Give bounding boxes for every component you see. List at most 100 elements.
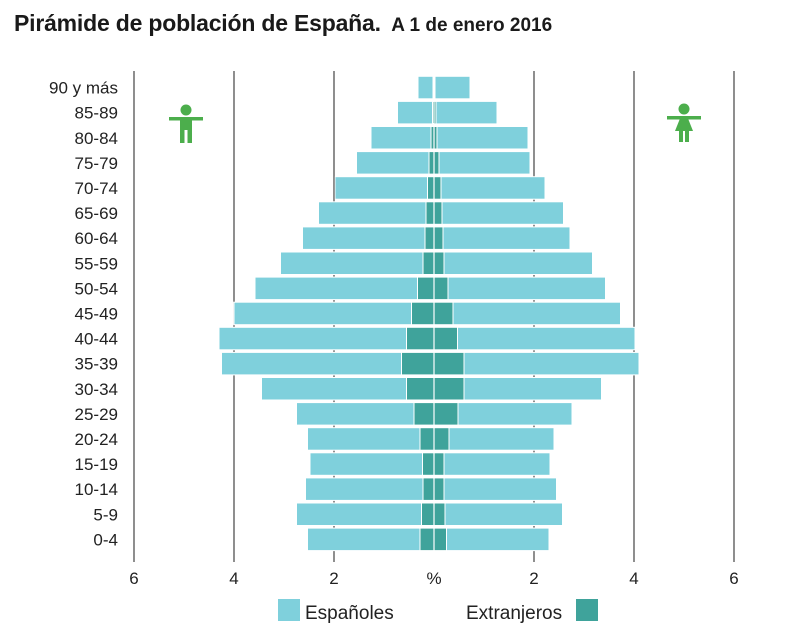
bar-mujeres-espanoles-5-9 xyxy=(444,502,563,526)
age-label: 60-64 xyxy=(75,229,118,248)
bar-mujeres-extranjeros-0-4 xyxy=(433,527,447,552)
bar-hombres-espanoles-70-74 xyxy=(334,176,428,200)
bar-hombres-extranjeros-35-39 xyxy=(401,351,435,376)
age-label: 25-29 xyxy=(75,405,118,424)
bar-mujeres-espanoles-90-y-más xyxy=(434,75,471,100)
bar-mujeres-espanoles-10-14 xyxy=(443,477,557,501)
age-label: 10-14 xyxy=(75,480,118,499)
bar-hombres-extranjeros-20-24 xyxy=(419,427,435,451)
bar-mujeres-espanoles-60-64 xyxy=(442,226,571,250)
x-tick-label: 4 xyxy=(629,569,638,588)
bar-hombres-extranjeros-40-44 xyxy=(406,326,435,351)
age-label: 20-24 xyxy=(75,430,118,449)
age-label: 65-69 xyxy=(75,204,118,223)
age-label: 45-49 xyxy=(75,304,118,323)
x-tick-label: 6 xyxy=(729,569,738,588)
bar-hombres-espanoles-45-49 xyxy=(233,301,412,326)
age-label: 35-39 xyxy=(75,355,118,374)
bar-hombres-extranjeros-55-59 xyxy=(422,251,435,275)
legend: Españoles Extranjeros xyxy=(278,599,598,624)
bar-mujeres-extranjeros-50-54 xyxy=(433,276,449,301)
bar-hombres-espanoles-0-4 xyxy=(307,527,421,552)
legend-swatch-extranjeros xyxy=(576,599,598,621)
bar-hombres-espanoles-80-84 xyxy=(370,126,432,150)
bar-mujeres-extranjeros-30-34 xyxy=(433,377,465,401)
bar-hombres-espanoles-35-39 xyxy=(221,351,402,376)
bar-hombres-extranjeros-65-69 xyxy=(425,201,435,225)
bar-mujeres-extranjeros-10-14 xyxy=(433,477,445,501)
age-label: 70-74 xyxy=(75,179,118,198)
bar-hombres-extranjeros-25-29 xyxy=(413,402,435,426)
bar-mujeres-extranjeros-25-29 xyxy=(433,402,459,426)
bars xyxy=(218,75,640,552)
age-label: 75-79 xyxy=(75,154,118,173)
bar-hombres-extranjeros-30-34 xyxy=(406,377,435,401)
bar-hombres-espanoles-10-14 xyxy=(305,477,424,501)
x-tick-label: 2 xyxy=(329,569,338,588)
chart-title: Pirámide de población de España. A 1 de … xyxy=(14,10,552,37)
legend-label-extranjeros: Extranjeros xyxy=(466,603,562,624)
bar-hombres-espanoles-20-24 xyxy=(307,427,421,451)
bar-mujeres-extranjeros-5-9 xyxy=(433,502,446,526)
bar-mujeres-espanoles-75-79 xyxy=(438,151,531,175)
bar-mujeres-extranjeros-55-59 xyxy=(433,251,445,275)
age-label: 40-44 xyxy=(75,330,118,349)
bar-hombres-espanoles-55-59 xyxy=(280,251,424,275)
bar-mujeres-extranjeros-15-19 xyxy=(433,452,445,476)
bar-hombres-extranjeros-75-79 xyxy=(428,151,435,175)
bar-mujeres-espanoles-35-39 xyxy=(463,351,640,376)
bar-hombres-espanoles-15-19 xyxy=(309,452,423,476)
legend-label-espanoles: Españoles xyxy=(305,603,394,624)
bar-hombres-extranjeros-0-4 xyxy=(419,527,435,552)
bar-mujeres-extranjeros-35-39 xyxy=(433,351,465,376)
bar-hombres-extranjeros-5-9 xyxy=(421,502,435,526)
bar-mujeres-espanoles-65-69 xyxy=(441,201,564,225)
age-label: 15-19 xyxy=(75,455,118,474)
male-icon xyxy=(169,104,203,143)
bar-mujeres-extranjeros-40-44 xyxy=(433,326,458,351)
age-labels: 90 y más 85-89 80-84 75-79 70-74 65-69 60-64 55… xyxy=(49,79,118,550)
age-label: 80-84 xyxy=(75,129,118,148)
female-icon xyxy=(667,103,701,142)
bar-hombres-extranjeros-45-49 xyxy=(411,301,435,326)
age-label: 50-54 xyxy=(75,279,118,298)
bar-mujeres-espanoles-20-24 xyxy=(448,427,555,451)
bar-mujeres-espanoles-80-84 xyxy=(436,126,529,150)
bar-mujeres-espanoles-0-4 xyxy=(446,527,550,552)
x-tick-label: 4 xyxy=(229,569,238,588)
age-label: 55-59 xyxy=(75,254,118,273)
x-axis: 6 4 2% 2 4 6 xyxy=(129,569,738,588)
bar-hombres-espanoles-5-9 xyxy=(296,502,422,526)
bar-hombres-extranjeros-10-14 xyxy=(422,477,435,501)
age-label: 30-34 xyxy=(75,380,118,399)
bar-hombres-extranjeros-70-74 xyxy=(427,176,435,200)
age-label: 85-89 xyxy=(75,104,118,123)
bar-mujeres-espanoles-55-59 xyxy=(443,251,593,275)
bar-mujeres-espanoles-70-74 xyxy=(440,176,546,200)
bar-mujeres-extranjeros-20-24 xyxy=(433,427,450,451)
chart-subtitle: A 1 de enero 2016 xyxy=(391,15,553,36)
bar-mujeres-espanoles-45-49 xyxy=(452,301,621,326)
legend-swatch-espanoles xyxy=(278,599,300,621)
bar-mujeres-espanoles-30-34 xyxy=(463,377,602,401)
bar-hombres-espanoles-65-69 xyxy=(318,201,427,225)
bar-hombres-espanoles-85-89 xyxy=(397,100,433,125)
bar-mujeres-extranjeros-60-64 xyxy=(433,226,444,250)
chart-title-main: Pirámide de población de España. xyxy=(14,10,381,36)
bar-hombres-espanoles-90-y-más xyxy=(417,75,434,100)
x-tick-label: 2 xyxy=(529,569,538,588)
x-tick-label: 6 xyxy=(129,569,138,588)
bar-mujeres-extranjeros-65-69 xyxy=(433,201,443,225)
x-tick-label: % xyxy=(426,569,441,588)
bar-mujeres-espanoles-85-89 xyxy=(435,100,498,125)
age-label: 90 y más xyxy=(49,79,118,98)
bar-hombres-espanoles-50-54 xyxy=(254,276,418,301)
bar-mujeres-espanoles-25-29 xyxy=(457,402,573,426)
bar-mujeres-extranjeros-75-79 xyxy=(433,151,440,175)
bar-mujeres-extranjeros-70-74 xyxy=(433,176,442,200)
bar-hombres-espanoles-25-29 xyxy=(296,402,415,426)
bar-mujeres-extranjeros-45-49 xyxy=(433,301,454,326)
bar-mujeres-espanoles-50-54 xyxy=(447,276,606,301)
age-label: 0-4 xyxy=(93,530,118,549)
